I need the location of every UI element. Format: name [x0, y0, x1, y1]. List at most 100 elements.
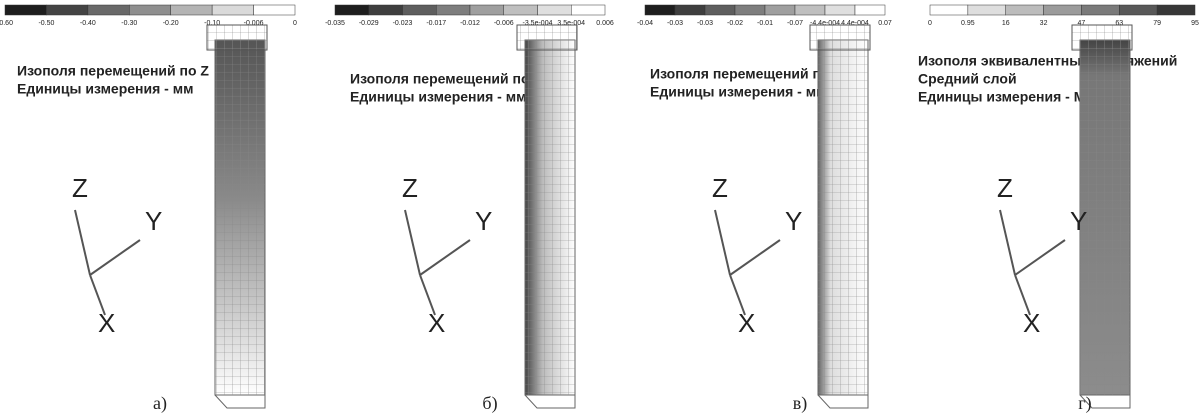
axis-arrow: [404, 209, 421, 276]
panel-title: Изополя эквивалентных напряжений: [918, 53, 1177, 69]
axis-label: Y: [785, 206, 802, 236]
legend-swatch: [1043, 4, 1082, 16]
axis-arrow: [729, 274, 746, 316]
axis-arrow: [89, 239, 141, 276]
legend-label: 3.5e-004: [557, 20, 585, 27]
legend-swatch: [170, 4, 213, 16]
legend-label: -0.03: [667, 20, 683, 27]
legend-label: -0.006: [244, 20, 264, 27]
legend-swatch: [794, 4, 826, 16]
axis-arrow: [714, 209, 731, 276]
column-foot: [524, 394, 576, 409]
panel: -0.04 -0.03 -0.03 -0.02 -0.01 -0.07 -4.4e-004 4…: [637, 4, 892, 414]
panel: -0.60 -0.50 -0.40 -0.30 -0.20 -0.10 -0.006 0 Изо…: [0, 4, 297, 414]
legend-label: -0.02: [727, 20, 743, 27]
axis-arrow: [419, 274, 436, 316]
caption: а): [153, 393, 167, 414]
column-cap: [809, 24, 871, 51]
legend-label: -0.07: [787, 20, 803, 27]
panel-title: Единицы измерения - мм: [350, 89, 526, 105]
axis-label: X: [1023, 308, 1040, 338]
legend-label: -0.04: [637, 20, 653, 27]
legend-swatch: [1156, 4, 1196, 16]
legend-swatch: [4, 4, 47, 16]
legend-label: -0.006: [494, 20, 514, 27]
panel-title: Единицы измерения - мм: [17, 81, 193, 97]
legend-label: -0.60: [0, 20, 13, 27]
legend-swatch: [537, 4, 572, 16]
column-cap: [206, 24, 268, 51]
legend-label: 0.07: [878, 20, 892, 27]
caption: б): [482, 393, 497, 414]
legend-label: -3.5e-004: [523, 20, 553, 27]
panel-title: Единицы измерения - мм: [650, 84, 826, 100]
legend-label: -0.035: [325, 20, 345, 27]
legend-swatch: [1005, 4, 1044, 16]
legend-label: -0.012: [460, 20, 480, 27]
axis-arrow: [729, 239, 781, 276]
axis-arrow: [419, 239, 471, 276]
legend-label: -0.017: [426, 20, 446, 27]
caption: г): [1078, 393, 1091, 414]
legend-swatch: [854, 4, 886, 16]
axis-arrow: [1014, 274, 1031, 316]
legend-swatch: [469, 4, 504, 16]
legend-swatch: [503, 4, 538, 16]
panel-title: Изополя перемещений по Z: [17, 63, 209, 79]
axis-arrow: [1014, 239, 1066, 276]
axis-label: Z: [712, 173, 728, 203]
legend-label: -0.30: [121, 20, 137, 27]
panel-title: Изополя перемещений по X: [350, 71, 543, 87]
legend-swatch: [368, 4, 403, 16]
legend-swatch: [46, 4, 89, 16]
axis-arrow: [89, 274, 106, 316]
legend-label: 95: [1191, 20, 1199, 27]
legend-label: -0.10: [204, 20, 220, 27]
legend-swatch: [253, 4, 296, 16]
legend-label: -0.03: [697, 20, 713, 27]
legend-label: 47: [1078, 20, 1086, 27]
legend-swatch: [824, 4, 856, 16]
column-foot: [214, 394, 266, 409]
caption: в): [793, 393, 808, 414]
legend-label: -0.20: [163, 20, 179, 27]
column-cap: [1071, 24, 1133, 51]
panel-title: Изополя перемещений по Y: [650, 66, 843, 82]
column-mesh: [215, 40, 265, 395]
legend-swatch: [967, 4, 1006, 16]
axis-label: X: [738, 308, 755, 338]
legend-label: 0.006: [596, 20, 614, 27]
legend-label: 0: [928, 20, 932, 27]
legend-swatch: [87, 4, 130, 16]
legend-label: -4.4e-004: [810, 20, 840, 27]
axis-label: Y: [475, 206, 492, 236]
legend-label: -0.40: [80, 20, 96, 27]
column-mesh: [525, 40, 575, 395]
legend-swatch: [436, 4, 471, 16]
axis-label: Z: [402, 173, 418, 203]
legend-swatch: [674, 4, 706, 16]
legend-label: -0.50: [38, 20, 54, 27]
panel: -0.035 -0.029 -0.023 -0.017 -0.012 -0.006 -3.5…: [325, 4, 614, 414]
legend-label: 0: [293, 20, 297, 27]
legend-swatch: [644, 4, 676, 16]
legend-label: 16: [1002, 20, 1010, 27]
panel-title: Единицы измерения - МПа: [918, 89, 1103, 105]
column-cap: [516, 24, 578, 51]
column-mesh: [1080, 40, 1130, 395]
legend-label: 79: [1153, 20, 1161, 27]
legend-swatch: [334, 4, 369, 16]
column-foot: [817, 394, 869, 409]
legend-swatch: [571, 4, 606, 16]
legend-label: 32: [1040, 20, 1048, 27]
axis-label: Y: [1070, 206, 1087, 236]
legend-swatch: [734, 4, 766, 16]
axis-label: X: [98, 308, 115, 338]
legend-swatch: [211, 4, 254, 16]
legend-swatch: [929, 4, 969, 16]
panel-title: Средний слой: [918, 71, 1017, 87]
legend-swatch: [764, 4, 796, 16]
legend-label: -0.029: [359, 20, 379, 27]
legend-label: 63: [1115, 20, 1123, 27]
